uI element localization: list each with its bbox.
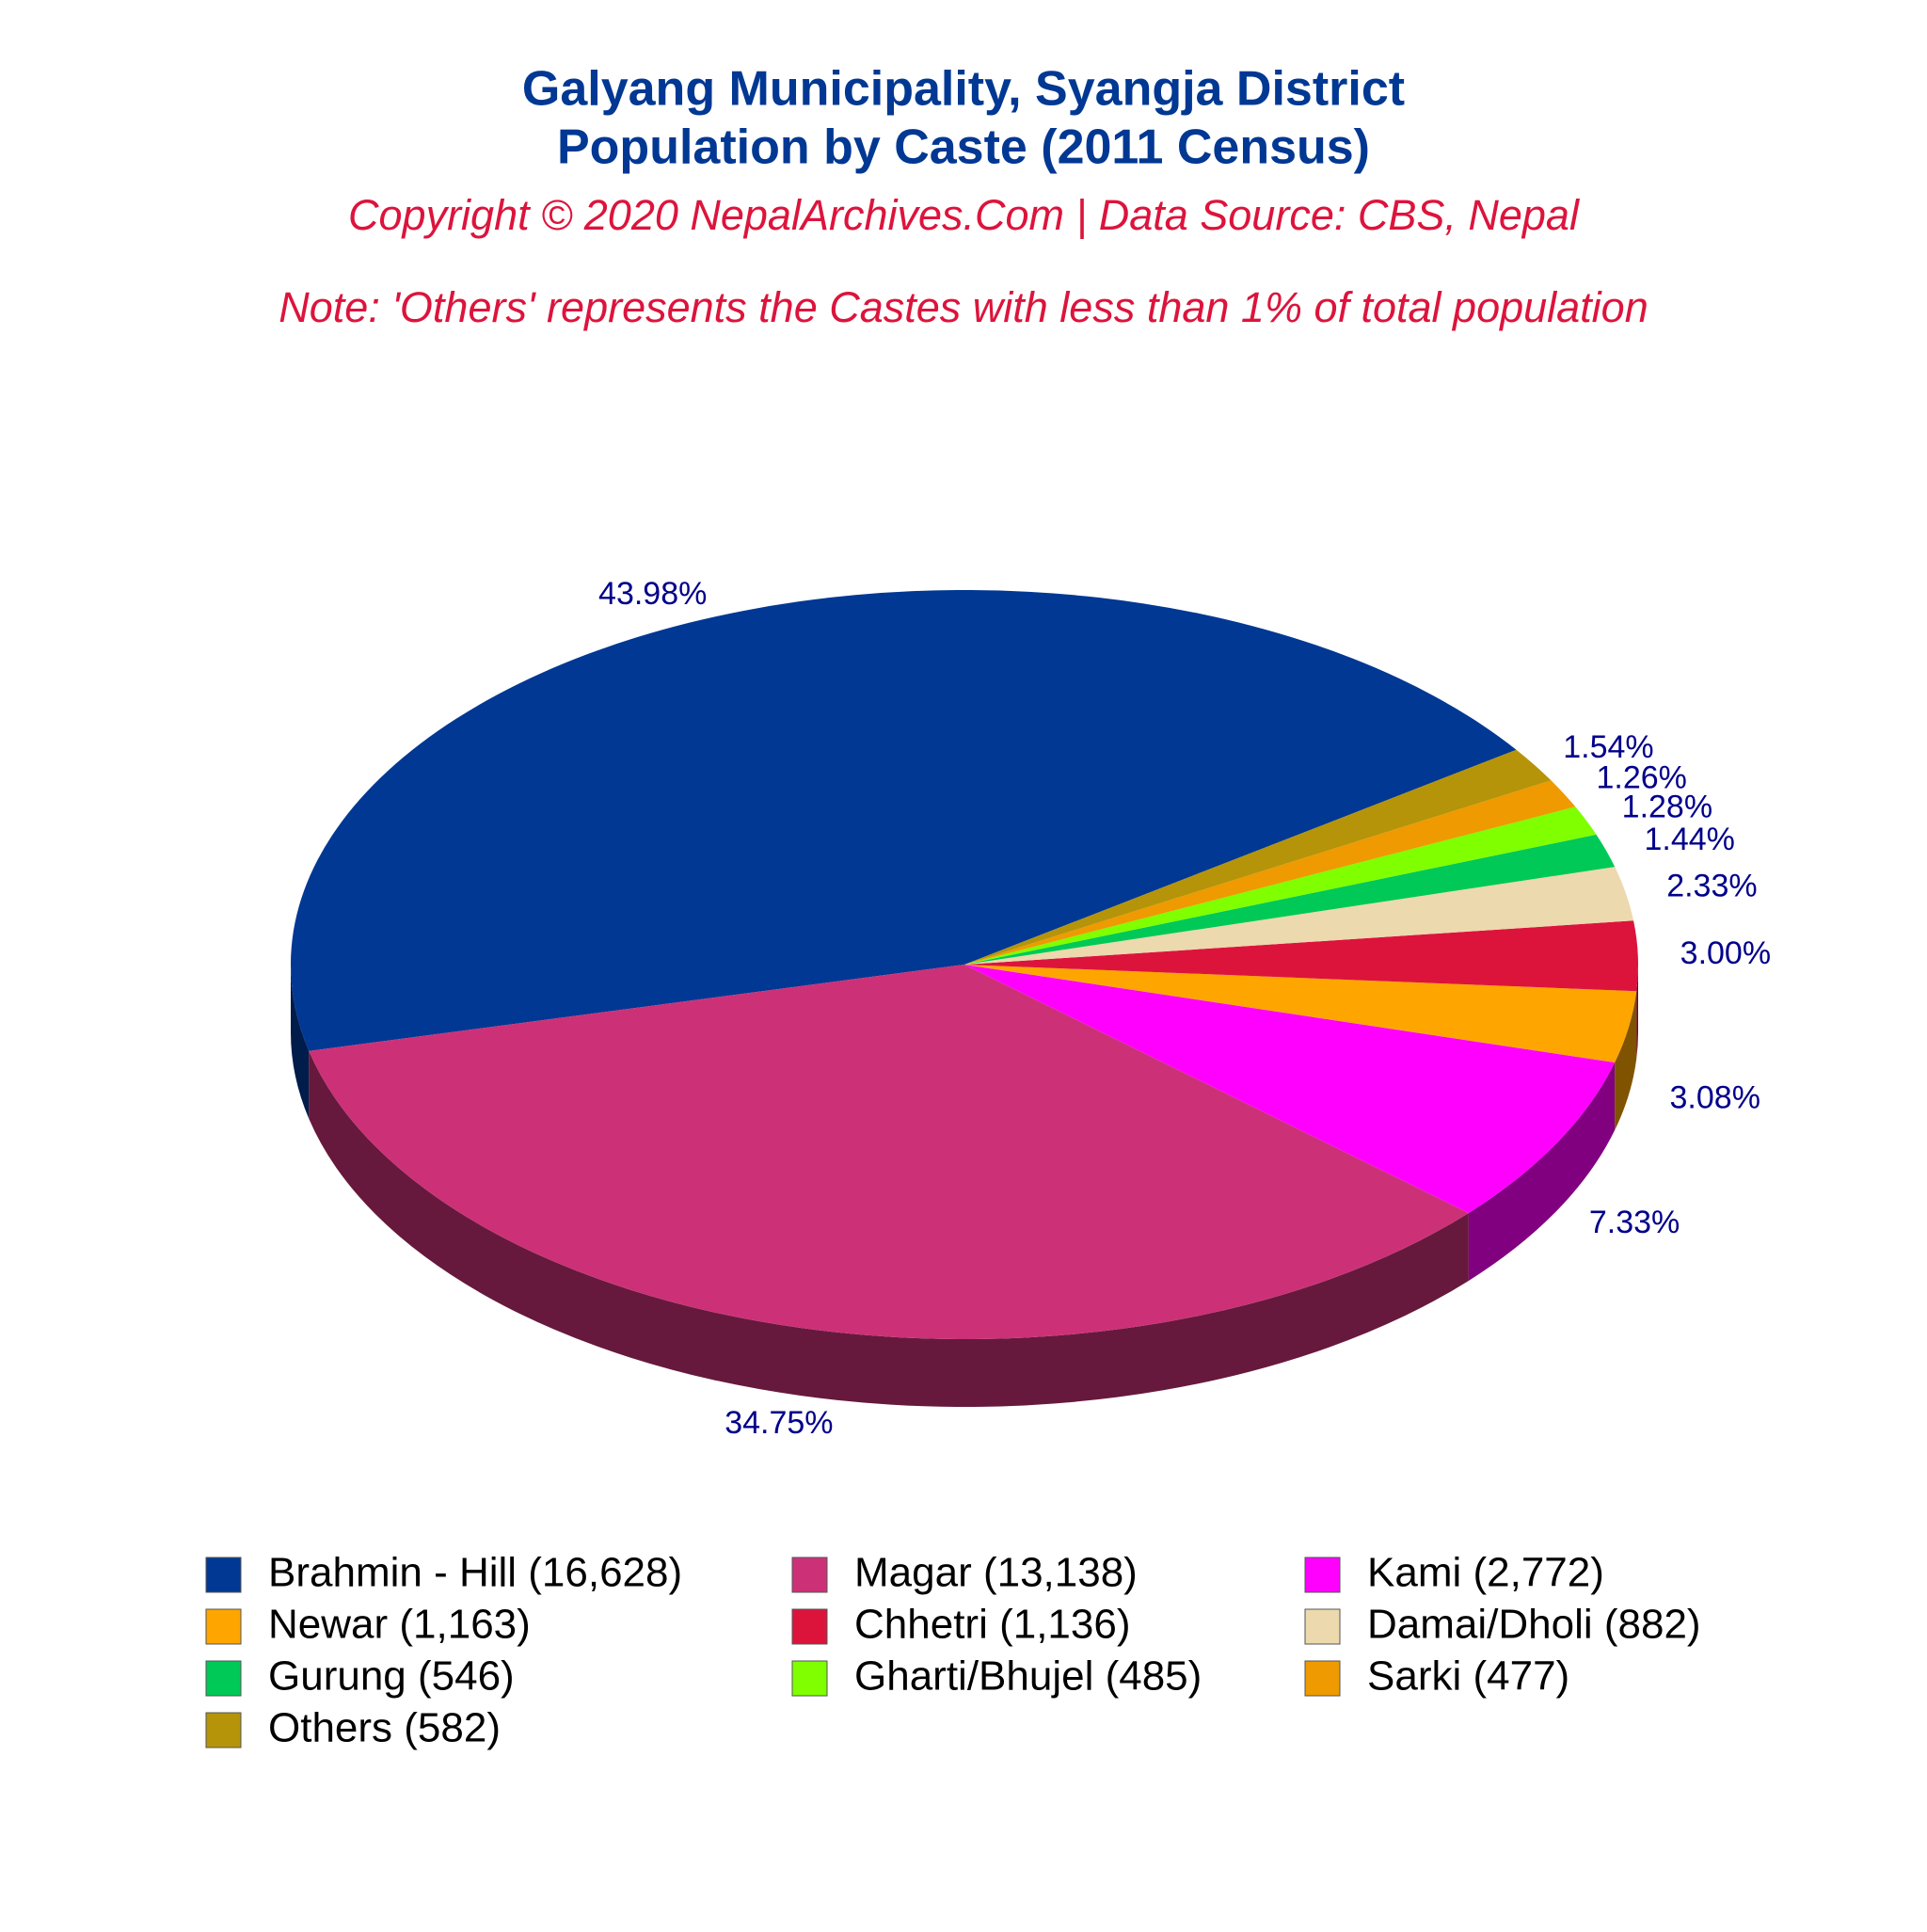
chart-subtitle: Copyright © 2020 NepalArchives.Com | Dat…	[348, 191, 1581, 239]
legend-label: Brahmin - Hill (16,628)	[268, 1550, 682, 1596]
data-label: 1.44%	[1644, 822, 1734, 857]
data-label: 1.54%	[1563, 729, 1653, 765]
pie-slice	[964, 965, 1637, 1063]
legend-swatch	[1304, 1557, 1341, 1593]
chart-note: Note: 'Others' represents the Castes wit…	[279, 283, 1648, 331]
data-label: 43.98%	[598, 576, 707, 612]
chart-title: Population by Caste (2011 Census)	[557, 120, 1370, 175]
legend-label: Magar (13,138)	[854, 1550, 1138, 1596]
legend-swatch	[205, 1608, 242, 1645]
legend-label: Newar (1,163)	[268, 1602, 531, 1648]
pie-slice	[964, 965, 1616, 1213]
legend-swatch	[791, 1608, 828, 1645]
data-label: 34.75%	[725, 1405, 833, 1441]
data-label: 2.33%	[1666, 868, 1757, 903]
pie-side	[1468, 1062, 1616, 1281]
pie-side	[1615, 991, 1637, 1131]
legend-swatch	[205, 1712, 242, 1748]
pie-slice	[964, 834, 1616, 965]
data-label: 1.28%	[1622, 790, 1712, 825]
pie-slice	[964, 749, 1552, 965]
pie-side	[291, 965, 310, 1119]
legend-label: Gurung (546)	[268, 1653, 515, 1700]
data-label: 3.00%	[1680, 935, 1771, 971]
legend-label: Damai/Dholi (882)	[1367, 1602, 1701, 1648]
pie-slice	[964, 806, 1597, 965]
legend-swatch	[791, 1660, 828, 1697]
legend-label: Sarki (477)	[1367, 1653, 1569, 1700]
legend-label: Chhetri (1,136)	[854, 1602, 1130, 1648]
legend-swatch	[1304, 1660, 1341, 1697]
pie-slice	[291, 590, 1517, 1051]
pie-slice	[309, 965, 1469, 1339]
pie-side	[309, 1050, 1469, 1407]
legend-swatch	[791, 1557, 828, 1593]
data-label: 7.33%	[1589, 1205, 1680, 1240]
pie-slice	[964, 920, 1639, 992]
legend-label: Gharti/Bhujel (485)	[854, 1653, 1202, 1700]
chart-title: Galyang Municipality, Syangja District	[522, 62, 1405, 117]
legend-swatch	[205, 1557, 242, 1593]
legend-swatch	[1304, 1608, 1341, 1645]
data-label: 1.26%	[1596, 760, 1686, 796]
pie-slice	[964, 780, 1576, 965]
legend-label: Others (582)	[268, 1705, 501, 1751]
legend-label: Kami (2,772)	[1367, 1550, 1604, 1596]
data-label: 3.08%	[1670, 1080, 1760, 1116]
legend-swatch	[205, 1660, 242, 1697]
pie-side	[1636, 965, 1638, 1060]
pie-slice	[964, 867, 1634, 965]
